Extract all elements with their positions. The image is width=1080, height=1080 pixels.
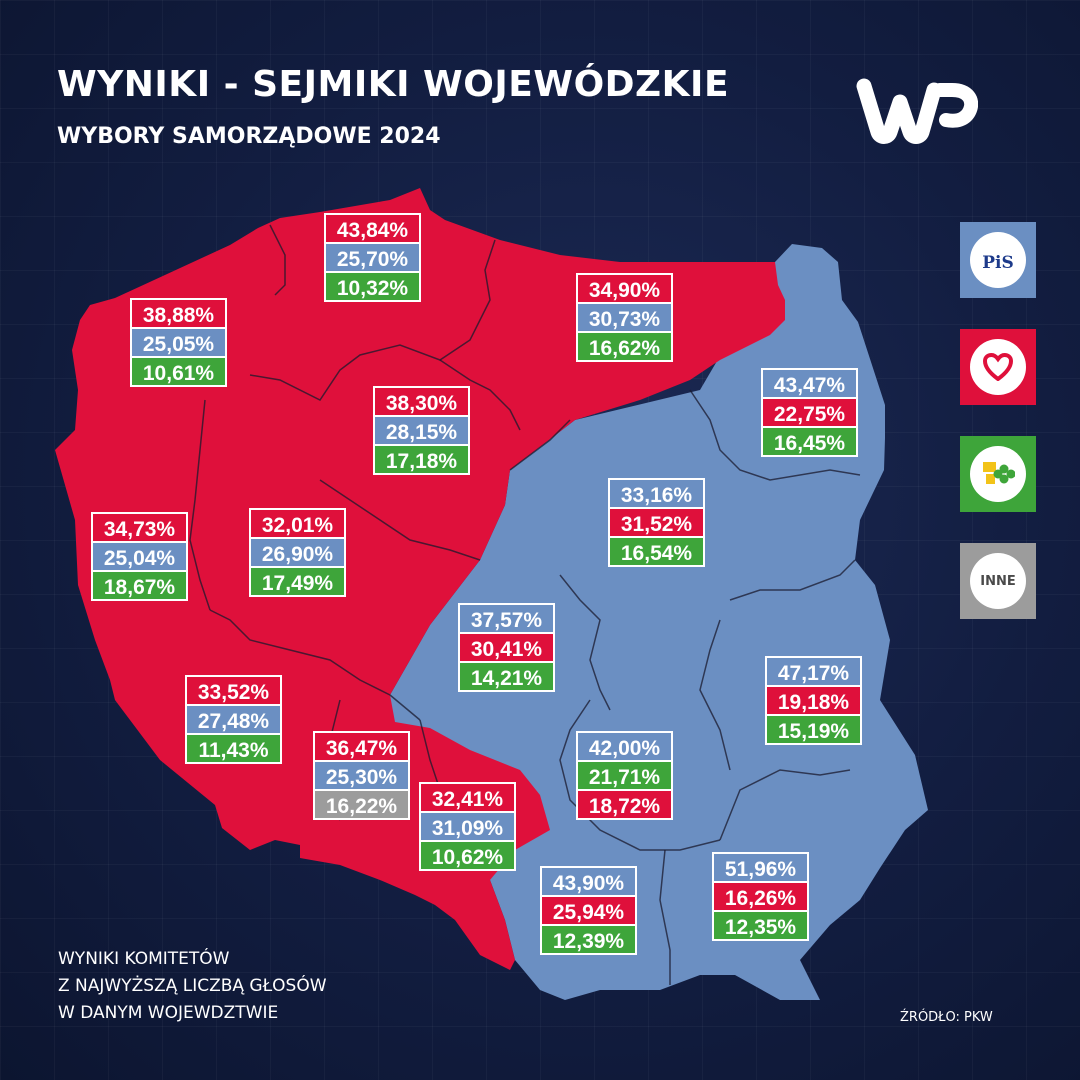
region-slaskie: 32,41% 31,09% 10,62% (419, 782, 516, 871)
result-cell: 16,22% (313, 789, 410, 820)
result-cell: 18,67% (91, 570, 188, 601)
region-podkarpackie: 51,96% 16,26% 12,35% (712, 852, 809, 941)
region-malopolskie: 43,90% 25,94% 12,39% (540, 866, 637, 955)
result-cell: 31,09% (419, 811, 516, 842)
result-cell: 30,73% (576, 302, 673, 333)
legend-pis-label: PiS (982, 253, 1014, 273)
result-cell: 38,88% (130, 298, 227, 329)
region-lubelskie: 47,17% 19,18% 15,19% (765, 656, 862, 745)
result-cell: 10,32% (324, 271, 421, 302)
result-cell: 16,45% (761, 426, 858, 457)
result-cell: 34,90% (576, 273, 673, 304)
legend-inne: INNE (960, 543, 1036, 619)
result-cell: 32,41% (419, 782, 516, 813)
result-cell: 33,52% (185, 675, 282, 706)
result-cell: 14,21% (458, 661, 555, 692)
legend-pis: PiS (960, 222, 1036, 298)
result-cell: 17,18% (373, 444, 470, 475)
result-cell: 22,75% (761, 397, 858, 428)
region-kujawsko-pomorskie: 38,30% 28,15% 17,18% (373, 386, 470, 475)
region-swietokrzyskie: 42,00% 21,71% 18,72% (576, 731, 673, 820)
result-cell: 37,57% (458, 603, 555, 634)
result-cell: 30,41% (458, 632, 555, 663)
result-cell: 10,61% (130, 356, 227, 387)
result-cell: 16,26% (712, 881, 809, 912)
result-cell: 43,84% (324, 213, 421, 244)
td-shape (983, 462, 1015, 484)
result-cell: 16,54% (608, 536, 705, 567)
region-dolnoslaskie: 33,52% 27,48% 11,43% (185, 675, 282, 764)
region-lubuskie: 34,73% 25,04% 18,67% (91, 512, 188, 601)
result-cell: 17,49% (249, 566, 346, 597)
footer-note-line: WYNIKI KOMITETÓW (58, 949, 230, 969)
result-cell: 28,15% (373, 415, 470, 446)
result-cell: 25,05% (130, 327, 227, 358)
legend-td (960, 436, 1036, 512)
result-cell: 32,01% (249, 508, 346, 539)
pis-logo-icon: PiS (970, 232, 1026, 288)
result-cell: 38,30% (373, 386, 470, 417)
legend-inne-label: INNE (980, 573, 1016, 589)
footer-note-line: Z NAJWYŻSZĄ LICZBĄ GŁOSÓW (58, 976, 327, 996)
result-cell: 43,47% (761, 368, 858, 399)
result-cell: 10,62% (419, 840, 516, 871)
result-cell: 26,90% (249, 537, 346, 568)
result-cell: 11,43% (185, 733, 282, 764)
footer-note-line: W DANYM WOJEWDZTWIE (58, 1003, 279, 1023)
region-warminsko-mazurskie: 34,90% 30,73% 16,62% (576, 273, 673, 362)
heart-shape (983, 353, 1013, 381)
source-label: ŹRÓDŁO: PKW (900, 1010, 993, 1025)
region-wielkopolskie: 32,01% 26,90% 17,49% (249, 508, 346, 597)
result-cell: 51,96% (712, 852, 809, 883)
result-cell: 25,30% (313, 760, 410, 791)
inne-icon: INNE (970, 553, 1026, 609)
region-lodzkie: 37,57% 30,41% 14,21% (458, 603, 555, 692)
result-cell: 16,62% (576, 331, 673, 362)
footer-note: WYNIKI KOMITETÓW Z NAJWYŻSZĄ LICZBĄ GŁOS… (58, 946, 327, 1027)
region-zachodniopomorskie: 38,88% 25,05% 10,61% (130, 298, 227, 387)
page-subtitle: WYBORY SAMORZĄDOWE 2024 (57, 124, 441, 149)
region-pomorskie: 43,84% 25,70% 10,32% (324, 213, 421, 302)
voivodeship-borders (189, 224, 861, 985)
ko-territory (55, 188, 785, 970)
result-cell: 21,71% (576, 760, 673, 791)
result-cell: 36,47% (313, 731, 410, 762)
result-cell: 47,17% (765, 656, 862, 687)
result-cell: 18,72% (576, 789, 673, 820)
page-title: WYNIKI - SEJMIKI WOJEWÓDZKIE (57, 64, 730, 105)
result-cell: 34,73% (91, 512, 188, 543)
result-cell: 43,90% (540, 866, 637, 897)
trzecia-droga-icon (970, 446, 1026, 502)
result-cell: 19,18% (765, 685, 862, 716)
result-cell: 12,39% (540, 924, 637, 955)
result-cell: 25,70% (324, 242, 421, 273)
result-cell: 25,94% (540, 895, 637, 926)
region-opolskie: 36,47% 25,30% 16,22% (313, 731, 410, 820)
heart-icon (970, 339, 1026, 395)
result-cell: 42,00% (576, 731, 673, 762)
region-podlaskie: 43,47% 22,75% 16,45% (761, 368, 858, 457)
result-cell: 31,52% (608, 507, 705, 538)
result-cell: 27,48% (185, 704, 282, 735)
result-cell: 33,16% (608, 478, 705, 509)
result-cell: 25,04% (91, 541, 188, 572)
region-mazowieckie: 33,16% 31,52% 16,54% (608, 478, 705, 567)
result-cell: 15,19% (765, 714, 862, 745)
wp-logo (856, 78, 978, 144)
result-cell: 12,35% (712, 910, 809, 941)
legend-ko (960, 329, 1036, 405)
